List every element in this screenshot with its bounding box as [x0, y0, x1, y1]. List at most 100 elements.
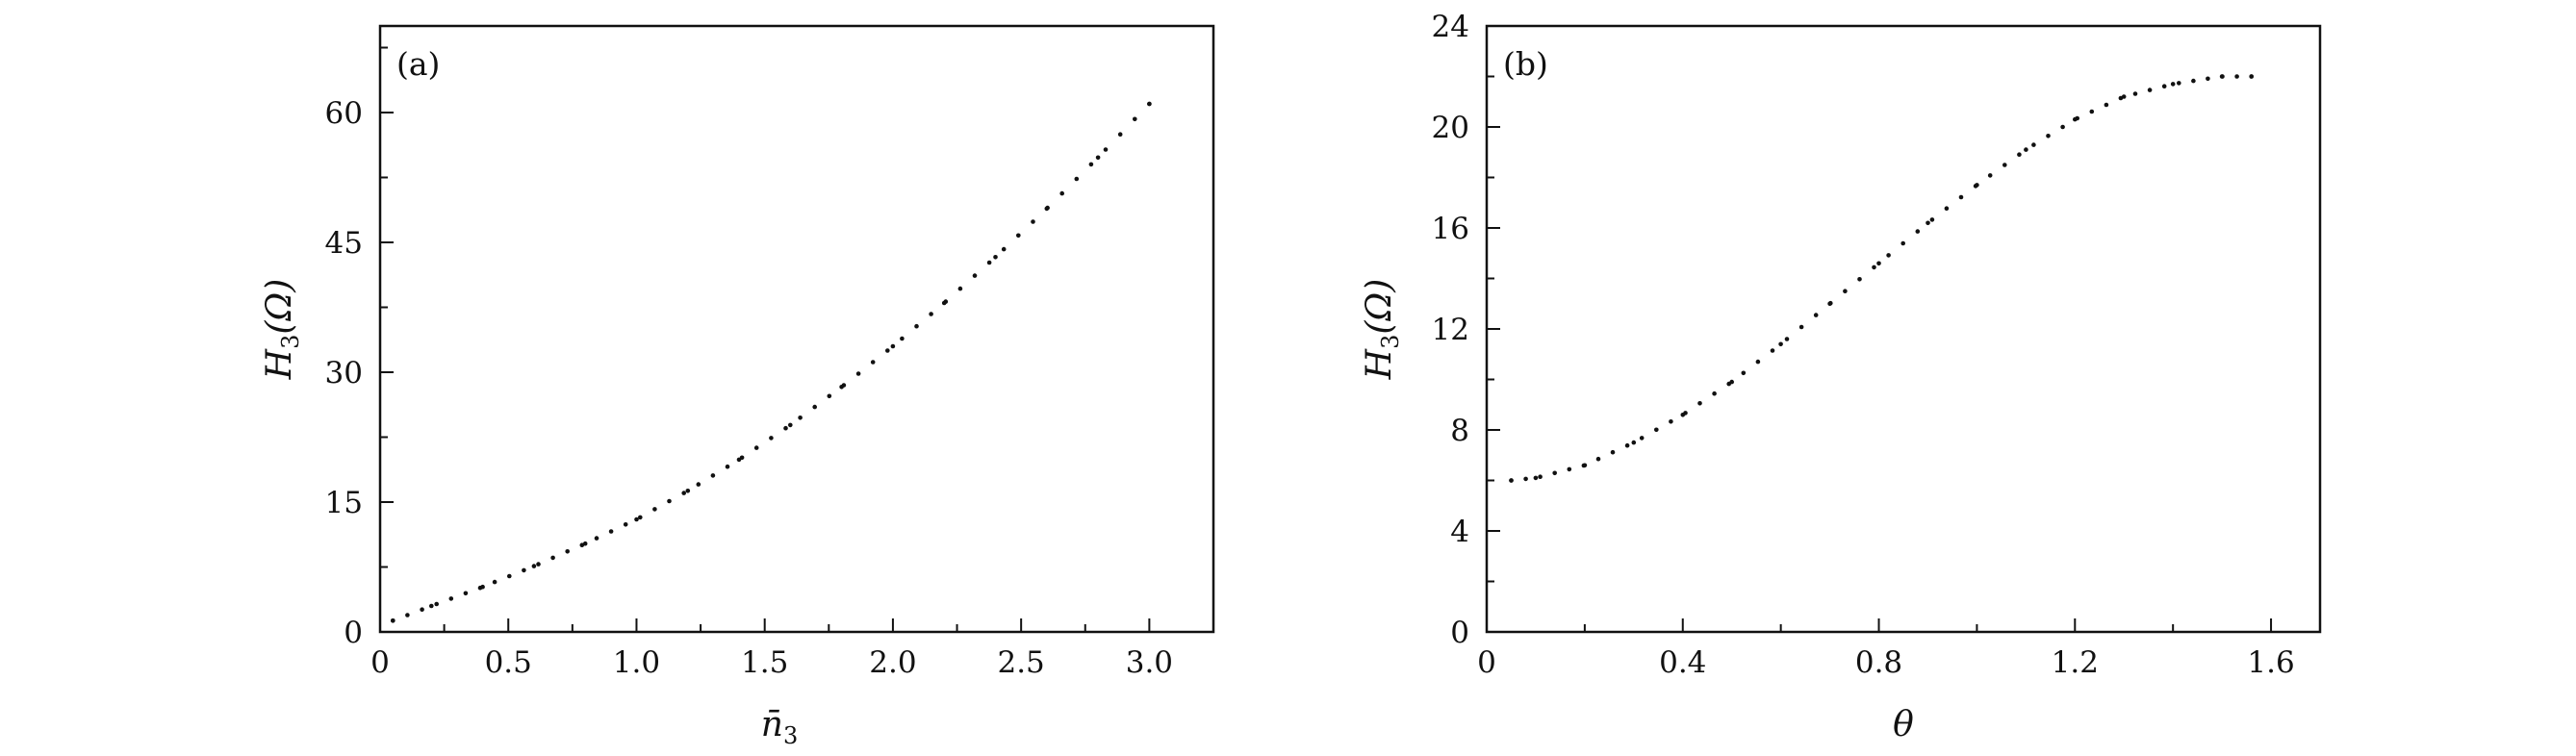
- chart-b-data-point: [1680, 413, 1686, 417]
- chart-a-series-dot: [681, 491, 686, 495]
- chart-a-series-dot: [1117, 132, 1123, 137]
- chart-b-data-point: [2121, 94, 2127, 99]
- chart-a-series-dot: [1088, 162, 1094, 167]
- chart-b-data-point: [1729, 379, 1734, 385]
- chart-a-data-point: [941, 300, 947, 306]
- chart-a-frame: [378, 24, 1215, 634]
- chart-b-y-tick-label: 8: [1450, 414, 1469, 448]
- chart-a-x-tick-label: 0.5: [485, 645, 532, 680]
- chart-b-series-dot: [1886, 253, 1891, 258]
- chart-a-series-dot: [463, 591, 469, 596]
- chart-a-series-dot: [405, 613, 410, 617]
- chart-b-series-dot: [1624, 442, 1630, 448]
- chart-a-series-dot: [1074, 176, 1080, 182]
- chart-a-x-tick-label: 2.5: [997, 645, 1044, 680]
- chart-b-series-dot: [2002, 163, 2007, 167]
- chart-a-series-dot: [536, 562, 541, 567]
- chart-b-series-dot: [2206, 76, 2210, 82]
- chart-b-data-point: [1582, 463, 1588, 468]
- chart-b-y-tick-labels: 0 4 8 12 16 20 24: [1432, 10, 1469, 650]
- chart-a-y-tick-label: 15: [325, 486, 363, 520]
- chart-b-x-tick-label: 1.6: [2247, 645, 2294, 680]
- chart-b-y-tick-label: 16: [1432, 212, 1469, 246]
- chart-a-data-point: [1044, 206, 1050, 212]
- chart-a-x-axis-title-main: n̄: [761, 705, 783, 744]
- chart-b-x-tick-label: 1.2: [2052, 645, 2099, 680]
- chart-b-series-dot: [1712, 391, 1717, 396]
- chart-b-data-point: [1926, 220, 1930, 226]
- chart-b-series-dot: [2161, 84, 2167, 88]
- chart-b-data-point: [2024, 147, 2028, 152]
- chart-b-series-dot: [1669, 419, 1673, 424]
- chart-b: 0 0.4 0.8 1.2 1.6 0 4 8 12 16 20 24 (b) θ H3(Ω): [1360, 10, 2322, 744]
- chart-b-data-point: [1975, 183, 1979, 188]
- chart-a-data-point: [480, 584, 485, 590]
- chart-a-panel-label: (a): [396, 45, 440, 83]
- chart-b-series-dot: [1639, 436, 1645, 441]
- chart-a-series-dot: [900, 336, 905, 341]
- chart-b-series-dot: [2089, 109, 2095, 114]
- chart-b-series-dot: [1813, 313, 1819, 317]
- chart-a-x-axis-title: n̄3: [761, 705, 798, 749]
- chart-a-series-dot: [507, 573, 512, 579]
- chart-a-series-dot: [870, 360, 876, 365]
- chart-b-y-tick-label: 4: [1450, 515, 1469, 549]
- chart-a-series-dot: [957, 286, 963, 291]
- chart-a-data-point: [890, 343, 896, 349]
- chart-a-series-dot: [696, 482, 701, 487]
- chart-a-data-point: [685, 489, 691, 493]
- chart-b-series-dot: [1958, 194, 1964, 200]
- chart-b-data-point: [2249, 74, 2254, 79]
- chart-b-series-dot: [1654, 427, 1659, 433]
- chart-a-y-tick-label: 0: [344, 616, 363, 650]
- chart-a-data-point: [839, 385, 844, 390]
- chart-b-series-dot: [1538, 474, 1543, 480]
- chart-b-series-dot: [1770, 348, 1775, 353]
- chart-b-ticks: [1486, 25, 2273, 633]
- chart-b-y-tick-label: 12: [1432, 313, 1469, 347]
- chart-a-x-tick-label: 0: [370, 645, 390, 680]
- chart-b-series-dot: [1784, 337, 1790, 341]
- chart-a-y-axis-title: H3(Ω): [260, 279, 304, 381]
- chart-b-series-dot: [1872, 265, 1876, 270]
- chart-a-series-dot: [885, 348, 890, 353]
- chart-b-data-point: [1509, 478, 1514, 483]
- chart-b-y-axis-title-arg: (Ω): [1360, 279, 1399, 335]
- chart-a-series-dot: [1059, 190, 1064, 196]
- chart-b-series-dot: [1929, 217, 1935, 222]
- chart-a-data-point: [1147, 101, 1152, 107]
- chart-a-series-dot: [623, 522, 628, 527]
- chart-b-series-dot: [1697, 401, 1702, 406]
- chart-a-y-tick-label: 30: [325, 356, 363, 391]
- chart-a-y-axis-title-sub: 3: [277, 335, 304, 349]
- chart-b-series-dot: [2031, 142, 2036, 147]
- chart-a-data-point: [634, 517, 639, 522]
- chart-b-series-dot: [2177, 81, 2181, 86]
- chart-b-series-dot: [1915, 229, 1921, 234]
- chart-b-series-dot: [2147, 88, 2153, 92]
- chart-a-x-tick-label: 3.0: [1126, 645, 1173, 680]
- chart-b-series-dot: [2046, 134, 2051, 139]
- chart-a-series-dot: [798, 416, 803, 420]
- chart-a-x-axis-title-sub: 3: [783, 722, 798, 749]
- chart-a-data-point: [429, 603, 434, 609]
- chart-b-y-tick-label: 0: [1450, 616, 1469, 650]
- chart-a-series-dot: [986, 260, 992, 265]
- chart-b-series-dot: [1843, 289, 1848, 294]
- chart-a-data-point: [993, 255, 998, 260]
- chart-a-series-dot: [1133, 116, 1137, 122]
- chart-a-y-tick-label: 60: [325, 96, 363, 131]
- chart-a-series-dot: [1016, 233, 1021, 239]
- chart-b-series-dot: [1987, 173, 1993, 178]
- chart-b-data-point: [2219, 74, 2225, 79]
- chart-a-series-dot: [550, 555, 555, 561]
- chart-b-series-dot: [2104, 102, 2109, 108]
- chart-a-ticks: [379, 46, 1151, 633]
- chart-b-x-tick-label: 0: [1477, 645, 1496, 680]
- chart-b-y-tick-label: 20: [1432, 111, 1469, 145]
- chart-b-data-point: [1778, 341, 1783, 347]
- chart-a-series-dot: [522, 567, 526, 573]
- chart-a-data-point: [391, 618, 395, 623]
- chart-a-series-dot: [783, 425, 788, 431]
